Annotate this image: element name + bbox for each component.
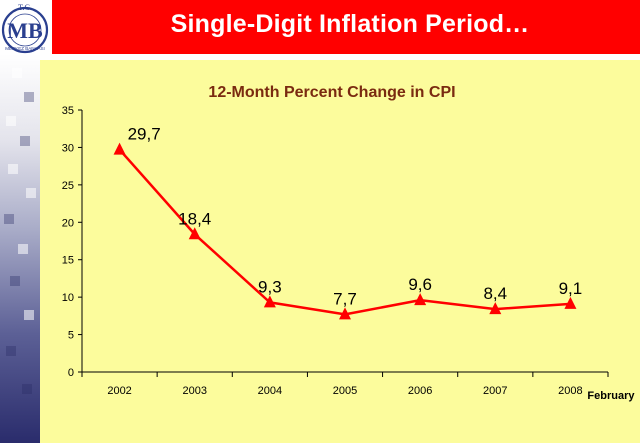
data-label: 9,3 [258,277,282,296]
sidebar-tile [18,244,28,254]
y-tick-label: 10 [62,292,74,304]
x-category-note: February [587,390,635,402]
sidebar-tile [24,92,34,102]
data-label: 18,4 [178,209,211,228]
y-tick-label: 0 [68,367,74,379]
data-point-marker [414,293,427,306]
sidebar-tile [12,68,22,78]
y-tick-label: 25 [62,180,74,192]
data-label: 8,4 [483,284,507,303]
x-tick-label: 2006 [408,385,432,397]
central-bank-logo: T.C. MB MERKEZ BANKASI [0,0,52,54]
sidebar-tile [20,136,30,146]
sidebar-tile [8,164,18,174]
series-markers [113,142,577,320]
y-tick-label: 15 [62,255,74,267]
sidebar-tile [10,276,20,286]
page-title: Single-Digit Inflation Period… [170,10,530,38]
data-point-marker [489,302,502,315]
sidebar-tile [6,116,16,126]
data-label: 9,6 [408,275,432,294]
x-tick-label: 2003 [182,385,206,397]
x-tick-label: 2002 [107,385,131,397]
sidebar-tile [24,310,34,320]
chart-title: 12-Month Percent Change in CPI [208,84,455,101]
data-point-marker [339,307,351,320]
decorative-sidebar [0,54,40,443]
header-bar: T.C. MB MERKEZ BANKASI Single-Digit Infl… [0,0,640,54]
y-tick-label: 5 [68,330,74,342]
y-tick-label: 35 [62,105,74,117]
x-tick-label: 2004 [258,385,282,397]
y-axis-ticks: 0 5 10 15 20 25 30 35 [62,105,82,379]
chart-panel [40,60,640,443]
sidebar-tile [22,384,32,394]
sidebar-tile [26,188,36,198]
logo-ring-text: MERKEZ BANKASI [5,46,45,51]
data-point-marker [113,142,126,155]
data-labels: 29,7 18,4 9,3 7,7 9,6 8,4 9,1 [128,125,583,309]
data-point-marker [564,296,577,309]
y-tick-label: 20 [62,217,74,229]
logo-monogram: MB [7,18,43,43]
data-label: 9,1 [559,279,583,298]
logo-emblem-icon: T.C. MB MERKEZ BANKASI [1,3,49,54]
sidebar-tile [6,346,16,356]
data-point-marker [263,295,276,308]
data-label: 7,7 [333,289,357,308]
x-tick-label: 2007 [483,385,507,397]
y-tick-label: 30 [62,142,74,154]
data-label: 29,7 [128,125,161,144]
sidebar-tile [4,214,14,224]
data-point-marker [188,227,201,240]
x-axis-ticks: 2002 2003 2004 2005 2006 2007 2008 [81,372,609,397]
x-tick-label: 2005 [333,385,357,397]
logo-top-text: T.C. [18,3,32,12]
x-tick-label: 2008 [558,385,582,397]
